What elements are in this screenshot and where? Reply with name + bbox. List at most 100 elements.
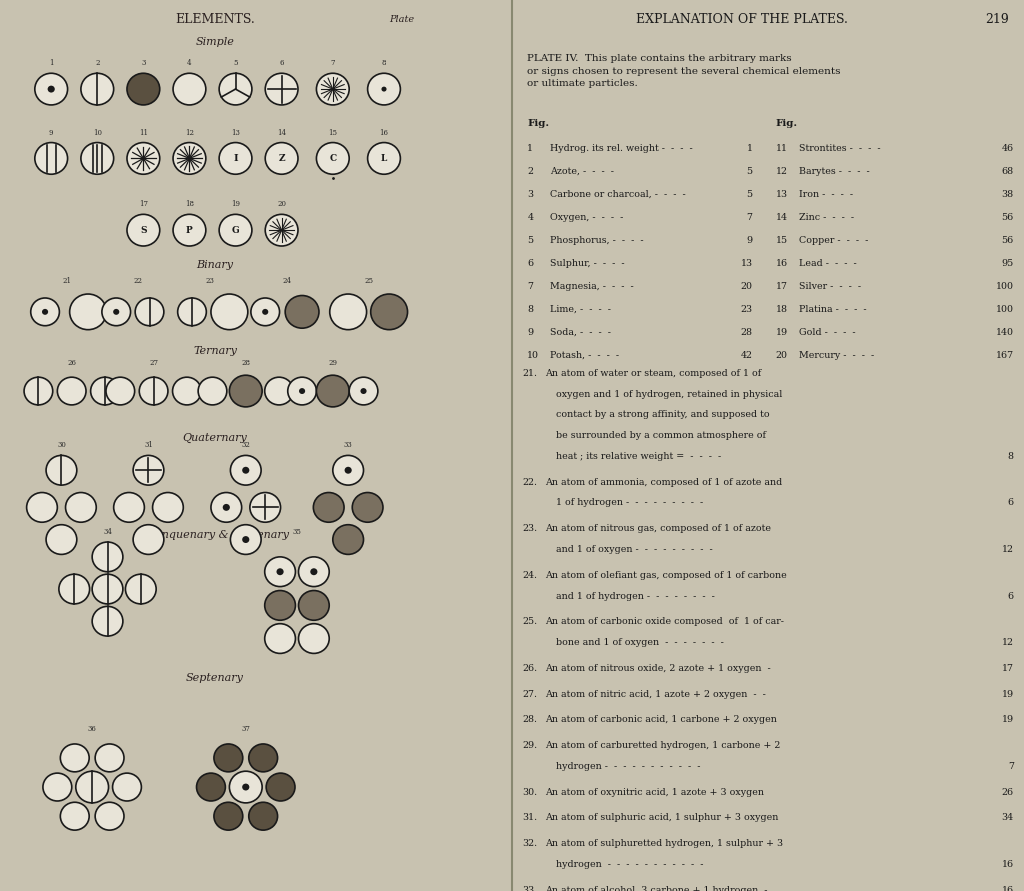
Circle shape bbox=[229, 772, 262, 803]
Text: hydrogen  -  -  -  -  -  -  -  -  -  -  -: hydrogen - - - - - - - - - - - bbox=[555, 860, 703, 869]
Circle shape bbox=[47, 86, 55, 93]
Circle shape bbox=[173, 143, 206, 175]
Text: bone and 1 of oxygen  -  -  -  -  -  -  -: bone and 1 of oxygen - - - - - - - bbox=[555, 638, 723, 647]
Text: 100: 100 bbox=[995, 282, 1014, 290]
Text: 16: 16 bbox=[1001, 886, 1014, 891]
Circle shape bbox=[285, 296, 319, 328]
Text: 1: 1 bbox=[746, 143, 753, 152]
Text: be surrounded by a common atmosphere of: be surrounded by a common atmosphere of bbox=[555, 431, 766, 440]
Circle shape bbox=[95, 802, 124, 830]
Text: 31.: 31. bbox=[522, 813, 538, 822]
Text: 10: 10 bbox=[93, 128, 101, 136]
Text: 17: 17 bbox=[1001, 664, 1014, 673]
Text: Strontites -  -  -  -: Strontites - - - - bbox=[799, 143, 881, 152]
Circle shape bbox=[46, 525, 77, 554]
Text: EXPLANATION OF THE PLATES.: EXPLANATION OF THE PLATES. bbox=[637, 13, 848, 27]
Text: 1: 1 bbox=[49, 60, 53, 68]
Text: 3: 3 bbox=[141, 60, 145, 68]
Text: 6: 6 bbox=[1008, 592, 1014, 601]
Text: An atom of sulphuric acid, 1 sulphur + 3 oxygen: An atom of sulphuric acid, 1 sulphur + 3… bbox=[545, 813, 778, 822]
Text: 42: 42 bbox=[740, 351, 753, 360]
Text: 36: 36 bbox=[88, 725, 96, 733]
Circle shape bbox=[27, 493, 57, 522]
Circle shape bbox=[223, 504, 229, 511]
Text: 2: 2 bbox=[95, 60, 99, 68]
Text: 8: 8 bbox=[1008, 452, 1014, 461]
Text: An atom of alcohol, 3 carbone + 1 hydrogen  -: An atom of alcohol, 3 carbone + 1 hydrog… bbox=[545, 886, 768, 891]
Text: heat ; its relative weight =  -  -  -  -: heat ; its relative weight = - - - - bbox=[555, 452, 721, 461]
Circle shape bbox=[251, 298, 280, 326]
Text: 27.: 27. bbox=[522, 690, 538, 699]
Circle shape bbox=[70, 294, 106, 330]
Circle shape bbox=[127, 73, 160, 105]
Circle shape bbox=[250, 493, 281, 522]
Text: 28: 28 bbox=[740, 328, 753, 337]
Circle shape bbox=[229, 375, 262, 407]
Circle shape bbox=[197, 773, 225, 801]
Text: Septenary: Septenary bbox=[186, 673, 244, 683]
Text: 30: 30 bbox=[57, 441, 66, 449]
Text: 26: 26 bbox=[68, 359, 76, 367]
Text: Phosphorus, -  -  -  -: Phosphorus, - - - - bbox=[551, 235, 644, 245]
Text: Oxygen, -  -  -  -: Oxygen, - - - - bbox=[551, 213, 624, 222]
Text: and 1 of oxygen -  -  -  -  -  -  -  -  -: and 1 of oxygen - - - - - - - - - bbox=[555, 545, 713, 554]
Text: Lime, -  -  -  -: Lime, - - - - bbox=[551, 305, 611, 314]
Text: Azote, -  -  -  -: Azote, - - - - bbox=[551, 167, 614, 176]
Text: 219: 219 bbox=[985, 13, 1009, 27]
Text: Plate: Plate bbox=[389, 15, 415, 24]
Circle shape bbox=[178, 298, 207, 326]
Text: 23: 23 bbox=[206, 277, 214, 285]
Text: 7: 7 bbox=[1008, 762, 1014, 771]
Text: 18: 18 bbox=[185, 200, 194, 208]
Text: Soda, -  -  -  -: Soda, - - - - bbox=[551, 328, 611, 337]
Circle shape bbox=[288, 377, 316, 405]
Circle shape bbox=[344, 467, 352, 474]
Circle shape bbox=[198, 377, 227, 405]
Circle shape bbox=[242, 783, 250, 790]
Text: An atom of oxynitric acid, 1 azote + 3 oxygen: An atom of oxynitric acid, 1 azote + 3 o… bbox=[545, 788, 764, 797]
Circle shape bbox=[90, 377, 119, 405]
Text: I: I bbox=[233, 154, 238, 163]
Text: 1 of hydrogen -  -  -  -  -  -  -  -  -: 1 of hydrogen - - - - - - - - - bbox=[555, 498, 702, 508]
Text: 14: 14 bbox=[278, 128, 286, 136]
Circle shape bbox=[126, 574, 157, 604]
Text: 7: 7 bbox=[331, 60, 335, 68]
Circle shape bbox=[106, 377, 135, 405]
Text: 21.: 21. bbox=[522, 369, 538, 378]
Text: Carbone or charcoal, -  -  -  -: Carbone or charcoal, - - - - bbox=[551, 190, 686, 199]
Text: 22.: 22. bbox=[522, 478, 538, 486]
Text: 4: 4 bbox=[527, 213, 534, 222]
Text: An atom of ammonia, composed of 1 of azote and: An atom of ammonia, composed of 1 of azo… bbox=[545, 478, 782, 486]
Circle shape bbox=[60, 802, 89, 830]
Circle shape bbox=[172, 377, 201, 405]
Text: 5: 5 bbox=[527, 235, 534, 245]
Circle shape bbox=[211, 493, 242, 522]
Circle shape bbox=[371, 294, 408, 330]
Text: 28.: 28. bbox=[522, 715, 538, 724]
Text: 16: 16 bbox=[380, 128, 388, 136]
Text: 15: 15 bbox=[776, 235, 787, 245]
Text: 100: 100 bbox=[995, 305, 1014, 314]
Text: 25: 25 bbox=[365, 277, 373, 285]
Text: 28: 28 bbox=[242, 359, 250, 367]
Circle shape bbox=[127, 143, 160, 175]
Circle shape bbox=[352, 493, 383, 522]
Text: 24: 24 bbox=[283, 277, 291, 285]
Text: 32: 32 bbox=[242, 441, 250, 449]
Circle shape bbox=[42, 309, 48, 315]
Text: and 1 of hydrogen -  -  -  -  -  -  -  -: and 1 of hydrogen - - - - - - - - bbox=[555, 592, 715, 601]
Text: Ternary: Ternary bbox=[194, 347, 237, 356]
Text: Platina -  -  -  -: Platina - - - - bbox=[799, 305, 866, 314]
Text: Silver -  -  -  -: Silver - - - - bbox=[799, 282, 861, 290]
Text: oxygen and 1 of hydrogen, retained in physical: oxygen and 1 of hydrogen, retained in ph… bbox=[555, 389, 782, 398]
Circle shape bbox=[57, 377, 86, 405]
Text: Hydrog. its rel. weight -  -  -  -: Hydrog. its rel. weight - - - - bbox=[551, 143, 693, 152]
Text: P: P bbox=[186, 225, 193, 234]
Circle shape bbox=[43, 773, 72, 801]
Text: 24.: 24. bbox=[522, 571, 538, 580]
Text: Simple: Simple bbox=[196, 37, 234, 47]
Circle shape bbox=[264, 377, 294, 405]
Circle shape bbox=[92, 574, 123, 604]
Text: 12: 12 bbox=[1001, 638, 1014, 647]
Text: 31: 31 bbox=[144, 441, 153, 449]
